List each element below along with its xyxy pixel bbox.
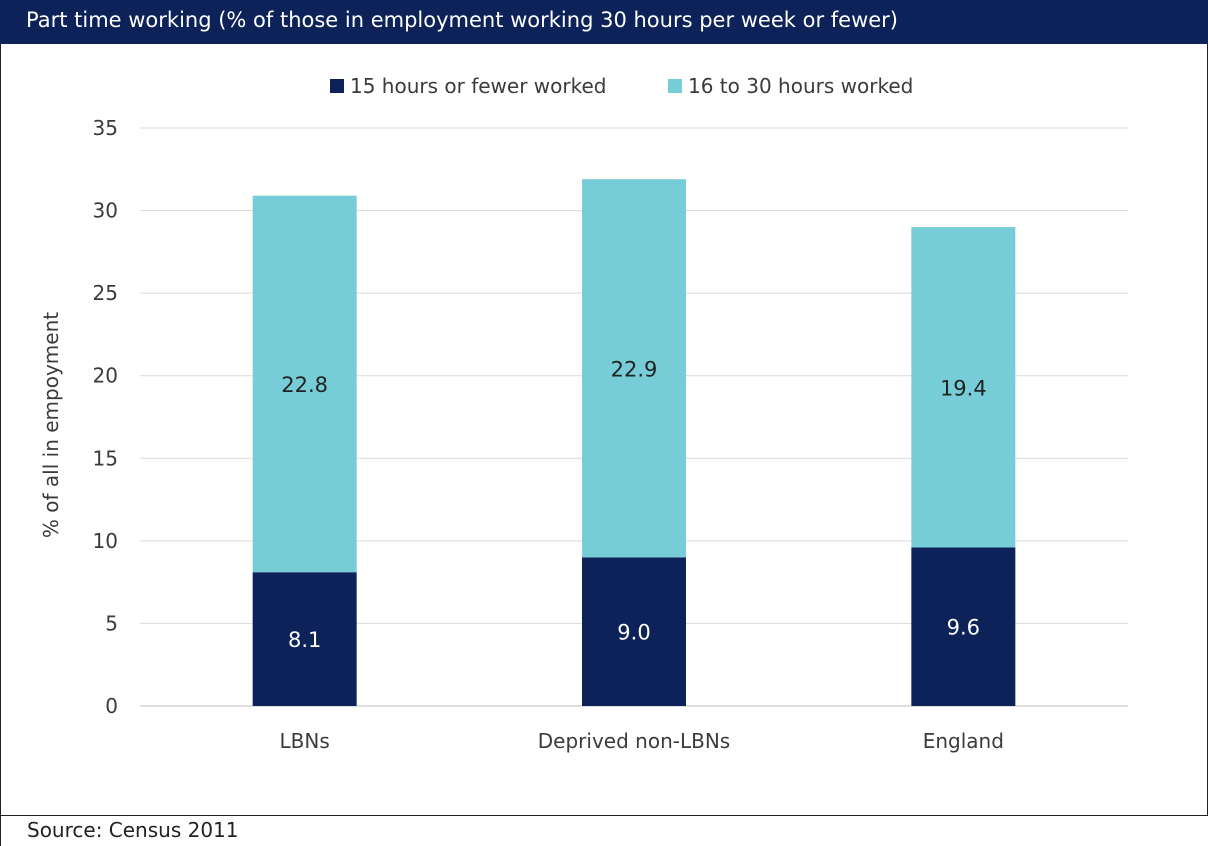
legend: 15 hours or fewer worked 16 to 30 hours … xyxy=(0,72,1208,100)
data-label: 22.9 xyxy=(611,357,658,381)
y-tick-label: 0 xyxy=(105,694,118,718)
y-tick-label: 25 xyxy=(93,281,118,305)
chart-title: Part time working (% of those in employm… xyxy=(26,8,899,32)
legend-label: 16 to 30 hours worked xyxy=(688,74,914,98)
x-tick-label: Deprived non-LBNs xyxy=(538,729,730,753)
x-tick-label: England xyxy=(923,729,1004,753)
legend-swatch xyxy=(330,79,344,93)
data-label: 9.6 xyxy=(947,616,980,640)
bar-under-15-hours xyxy=(252,572,357,706)
bar-16-to-30-hours xyxy=(252,195,357,573)
data-label: 19.4 xyxy=(940,376,987,400)
data-label: 8.1 xyxy=(288,628,321,652)
legend-item-16-to-30-hours: 16 to 30 hours worked xyxy=(668,72,913,100)
y-tick-label: 10 xyxy=(93,529,118,553)
y-tick-label: 20 xyxy=(93,364,118,388)
y-tick-label: 15 xyxy=(93,446,118,470)
legend-item-15-hours-or-fewer: 15 hours or fewer worked xyxy=(330,72,606,100)
bar-16-to-30-hours xyxy=(582,179,686,558)
bar-under-15-hours xyxy=(582,557,686,706)
bar-under-15-hours xyxy=(911,547,1016,706)
x-tick-label: LBNs xyxy=(280,729,330,753)
source-note: Source: Census 2011 xyxy=(27,818,239,842)
bar-16-to-30-hours xyxy=(911,227,1016,548)
legend-swatch xyxy=(668,79,682,93)
title-bar: Part time working (% of those in employm… xyxy=(0,0,1208,44)
y-tick-label: 30 xyxy=(93,199,118,223)
y-tick-label: 5 xyxy=(105,611,118,635)
footer: Source: Census 2011 xyxy=(0,816,1208,846)
y-axis-label: % of all in empoyment xyxy=(39,312,63,538)
data-label: 22.8 xyxy=(281,373,328,397)
data-label: 9.0 xyxy=(617,621,650,645)
legend-label: 15 hours or fewer worked xyxy=(350,74,607,98)
y-tick-label: 35 xyxy=(93,116,118,140)
